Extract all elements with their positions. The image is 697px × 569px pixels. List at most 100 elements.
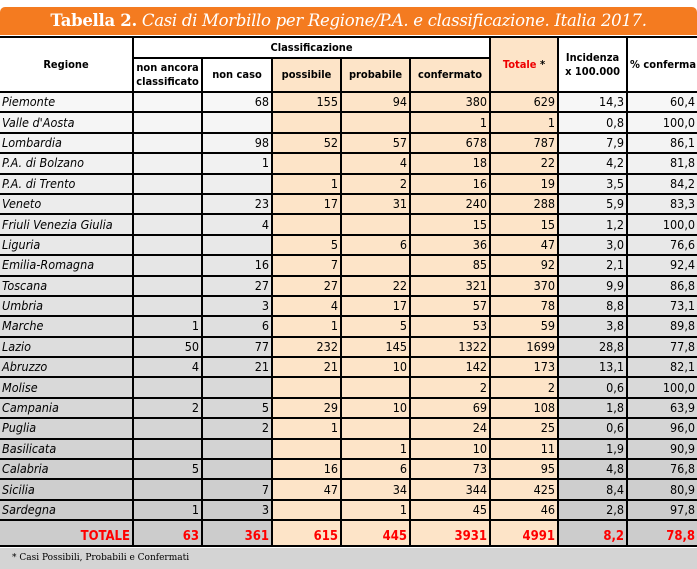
table-row: Toscana 27 27 22 321 370 9,9 86,8	[0, 274, 697, 297]
table-row: Lombardia 98 52 57 678 787 7,9 86,1	[0, 131, 697, 155]
cell-conferma: 60,4	[626, 90, 697, 114]
cell-conferma: 82,1	[626, 356, 697, 379]
cell-possibile: 155	[271, 90, 342, 114]
cell-probabile: 1	[340, 437, 411, 461]
cell-confermato: 2	[408, 376, 492, 399]
cell-confermato: 53	[408, 315, 492, 338]
cell-totale: 11	[489, 437, 560, 461]
cell-conferma: 76,8	[626, 458, 697, 481]
cell-probabile	[340, 111, 411, 134]
cell-possibile	[271, 376, 342, 399]
cell-non-caso: 361	[201, 519, 273, 548]
cell-non-caso: 3	[201, 498, 273, 522]
cell-totale: 2	[489, 376, 560, 399]
cell-region: Liguria	[0, 233, 134, 257]
header-non-caso: non caso	[201, 57, 273, 93]
cell-non-caso: 16	[201, 254, 273, 277]
table-row: Molise 2 2 0,6 100,0	[0, 376, 697, 399]
cell-non-ancora-classificato	[132, 131, 203, 155]
cell-possibile	[271, 111, 342, 134]
cell-incidenza: 3,8	[557, 315, 629, 338]
cell-conferma: 77,8	[626, 335, 697, 359]
cell-incidenza: 0,6	[557, 376, 629, 399]
cell-possibile	[271, 152, 342, 175]
cell-possibile: 1	[271, 172, 342, 195]
cell-probabile: 22	[340, 274, 411, 297]
cell-non-caso: 27	[201, 274, 273, 297]
cell-non-ancora-classificato: 1	[132, 315, 203, 338]
cell-non-caso: 77	[201, 335, 273, 359]
cell-probabile: 2	[340, 172, 411, 195]
cell-totale: 22	[489, 152, 560, 175]
cell-probabile: 445	[340, 519, 411, 548]
cell-region: Friuli Venezia Giulia	[0, 213, 134, 236]
cell-region: P.A. di Trento	[0, 172, 134, 195]
cell-possibile: 52	[271, 131, 342, 155]
cell-totale: 47	[489, 233, 560, 257]
cell-incidenza: 7,9	[557, 131, 629, 155]
cell-region: Toscana	[0, 274, 134, 297]
cell-incidenza: 1,2	[557, 213, 629, 236]
cell-possibile: 615	[271, 519, 342, 548]
cell-confermato: 240	[408, 192, 492, 216]
cell-possibile: 4	[271, 294, 342, 318]
total-row: TOTALE 63 361 615 445 3931 4991 8,2 78,8	[0, 519, 697, 548]
cell-incidenza: 2,8	[557, 498, 629, 522]
cell-probabile: 94	[340, 90, 411, 114]
cell-possibile	[271, 437, 342, 461]
header-confermato: confermato	[408, 57, 492, 93]
cell-possibile: 21	[271, 356, 342, 379]
cell-region: Umbria	[0, 294, 134, 318]
cell-conferma: 83,3	[626, 192, 697, 216]
cell-conferma: 86,8	[626, 274, 697, 297]
cell-probabile: 6	[340, 233, 411, 257]
table-row: Emilia-Romagna 16 7 85 92 2,1 92,4	[0, 254, 697, 277]
cell-non-ancora-classificato: 50	[132, 335, 203, 359]
table-caption: Casi di Morbillo per Regione/P.A. e clas…	[141, 11, 647, 30]
cell-region: Calabria	[0, 458, 134, 481]
header-totale-mark: *	[536, 57, 546, 71]
cell-conferma: 97,8	[626, 498, 697, 522]
header-classificazione: Classificazione	[131, 36, 492, 59]
cell-totale: 629	[489, 90, 560, 114]
header-probabile: probabile	[340, 57, 411, 93]
cell-confermato: 1322	[408, 335, 492, 359]
cell-non-caso: 7	[201, 478, 273, 501]
cell-conferma: 89,8	[626, 315, 697, 338]
cell-totale: 787	[489, 131, 560, 155]
cell-possibile: 232	[271, 335, 342, 359]
table-row: Valle d'Aosta 1 1 0,8 100,0	[0, 111, 697, 134]
cell-non-ancora-classificato	[132, 376, 203, 399]
cell-incidenza: 9,9	[557, 274, 629, 297]
cell-incidenza: 8,8	[557, 294, 629, 318]
cell-non-caso: 3	[201, 294, 273, 318]
cell-totale: 46	[489, 498, 560, 522]
cell-probabile: 17	[340, 294, 411, 318]
cell-non-caso: 5	[201, 396, 273, 420]
cell-region: Campania	[0, 396, 134, 420]
table-title: Tabella 2. Casi di Morbillo per Regione/…	[0, 7, 697, 35]
cell-probabile	[340, 254, 411, 277]
cell-conferma: 100,0	[626, 111, 697, 134]
table-row: Liguria 5 6 36 47 3,0 76,6	[0, 233, 697, 257]
cell-incidenza: 5,9	[557, 192, 629, 216]
cell-confermato: 344	[408, 478, 492, 501]
cell-non-caso	[201, 437, 273, 461]
cell-incidenza: 4,2	[557, 152, 629, 175]
cell-possibile: 16	[271, 458, 342, 481]
cell-confermato: 57	[408, 294, 492, 318]
cell-totale: 95	[489, 458, 560, 481]
cell-conferma: 90,9	[626, 437, 697, 461]
cell-possibile	[271, 213, 342, 236]
cell-conferma: 76,6	[626, 233, 697, 257]
cell-non-caso	[201, 111, 273, 134]
cell-conferma: 96,0	[626, 417, 697, 440]
cell-possibile: 47	[271, 478, 342, 501]
cell-non-ancora-classificato: 5	[132, 458, 203, 481]
table-row: Friuli Venezia Giulia 4 15 15 1,2 100,0	[0, 213, 697, 236]
cell-totale: 19	[489, 172, 560, 195]
cell-non-ancora-classificato	[132, 90, 203, 114]
cell-incidenza: 13,1	[557, 356, 629, 379]
table-row: Piemonte 68 155 94 380 629 14,3 60,4	[0, 90, 697, 114]
cell-probabile: 34	[340, 478, 411, 501]
